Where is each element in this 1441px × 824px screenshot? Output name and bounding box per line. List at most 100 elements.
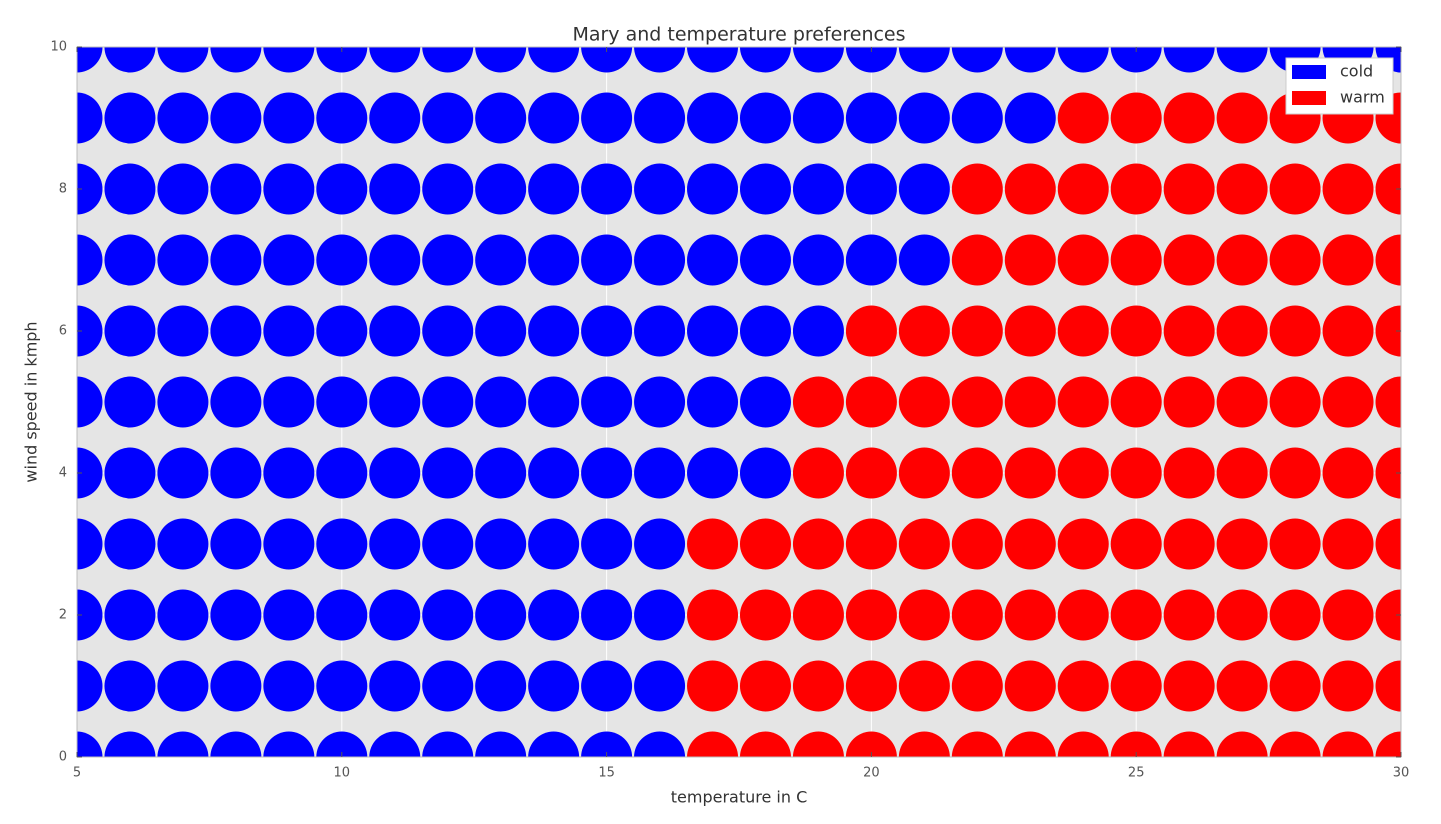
point <box>1110 376 1162 428</box>
point <box>687 234 739 286</box>
point <box>1322 447 1374 499</box>
point <box>422 163 474 215</box>
point <box>475 376 527 428</box>
point <box>634 47 686 73</box>
y-tick-label: 6 <box>59 324 67 339</box>
point <box>1163 731 1215 757</box>
point <box>157 447 209 499</box>
point <box>739 376 791 428</box>
point <box>422 447 474 499</box>
point <box>1057 376 1109 428</box>
plot-frame <box>76 46 1402 758</box>
point <box>845 447 897 499</box>
point <box>1216 731 1268 757</box>
point <box>422 518 474 570</box>
point <box>263 731 315 757</box>
point <box>1004 305 1056 357</box>
point <box>528 447 580 499</box>
legend: cold warm <box>1285 57 1394 115</box>
point <box>316 589 368 641</box>
point <box>1004 518 1056 570</box>
point <box>1269 447 1321 499</box>
point <box>210 518 262 570</box>
point <box>475 447 527 499</box>
point <box>1004 589 1056 641</box>
point <box>475 518 527 570</box>
point <box>422 92 474 144</box>
y-tick-label: 10 <box>50 40 67 55</box>
point <box>157 305 209 357</box>
point <box>369 92 421 144</box>
point <box>1110 731 1162 757</box>
point <box>581 234 633 286</box>
point <box>1057 305 1109 357</box>
point <box>104 589 156 641</box>
point <box>263 447 315 499</box>
point <box>845 376 897 428</box>
point <box>581 376 633 428</box>
point <box>1322 731 1374 757</box>
point <box>634 305 686 357</box>
point <box>104 731 156 757</box>
point <box>687 447 739 499</box>
point <box>1216 305 1268 357</box>
point <box>475 234 527 286</box>
point <box>422 376 474 428</box>
point <box>898 518 950 570</box>
point <box>1375 163 1401 215</box>
point <box>1004 447 1056 499</box>
point <box>210 92 262 144</box>
point <box>1216 518 1268 570</box>
point <box>898 92 950 144</box>
point <box>528 376 580 428</box>
legend-swatch <box>1292 65 1326 79</box>
point <box>1110 305 1162 357</box>
point <box>1216 92 1268 144</box>
point <box>739 47 791 73</box>
point <box>104 305 156 357</box>
point <box>739 589 791 641</box>
point <box>263 376 315 428</box>
point <box>581 163 633 215</box>
point <box>687 376 739 428</box>
point <box>1269 518 1321 570</box>
point <box>210 660 262 712</box>
x-tick-label: 15 <box>598 766 615 781</box>
point <box>634 589 686 641</box>
ticks: 5 10 15 20 25 30 0 2 4 6 8 10 <box>50 40 1409 781</box>
point <box>263 234 315 286</box>
point <box>792 589 844 641</box>
point <box>1375 305 1401 357</box>
point <box>898 163 950 215</box>
point <box>475 731 527 757</box>
point <box>1269 305 1321 357</box>
point <box>1110 47 1162 73</box>
point <box>104 234 156 286</box>
point <box>316 92 368 144</box>
point <box>951 47 1003 73</box>
point <box>1375 447 1401 499</box>
point <box>316 731 368 757</box>
point <box>528 47 580 73</box>
point <box>1057 92 1109 144</box>
point <box>369 589 421 641</box>
point <box>898 47 950 73</box>
point <box>739 305 791 357</box>
point <box>104 47 156 73</box>
point <box>422 731 474 757</box>
point <box>951 731 1003 757</box>
point <box>581 518 633 570</box>
point <box>1110 447 1162 499</box>
point <box>528 518 580 570</box>
y-tick-label: 2 <box>59 608 67 623</box>
point <box>1216 234 1268 286</box>
point <box>263 163 315 215</box>
point <box>581 47 633 73</box>
point <box>845 92 897 144</box>
point <box>1110 518 1162 570</box>
point <box>1269 163 1321 215</box>
point <box>1269 376 1321 428</box>
point <box>1004 92 1056 144</box>
point <box>634 234 686 286</box>
point <box>687 589 739 641</box>
